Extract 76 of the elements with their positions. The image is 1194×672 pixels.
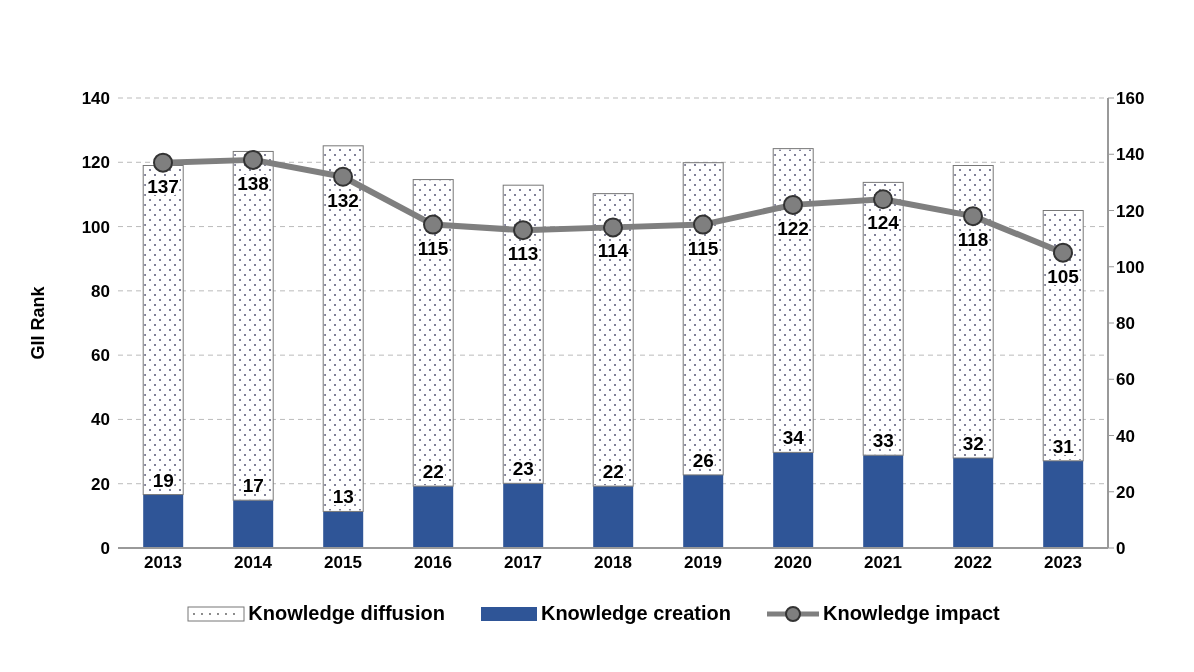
data-label: 137 (147, 175, 179, 197)
y2-tick-label: 20 (1116, 482, 1135, 502)
x-tick-label: 2021 (864, 553, 902, 573)
y-tick-label: 120 (81, 153, 110, 173)
point (1053, 242, 1073, 263)
data-label: 17 (242, 475, 264, 497)
bar (413, 486, 454, 548)
bar (683, 474, 724, 548)
bar (503, 483, 544, 548)
bar (1043, 460, 1084, 548)
data-label: 19 (152, 469, 174, 491)
data-label: 26 (692, 449, 714, 471)
data-label: 118 (957, 229, 989, 251)
data-label: 132 (327, 189, 359, 211)
x-tick-label: 2022 (954, 553, 992, 573)
y2-tick-label: 40 (1116, 426, 1135, 446)
data-label: 13 (332, 486, 354, 508)
x-tick-label: 2015 (324, 553, 362, 573)
point (783, 194, 803, 215)
y-tick-label: 0 (100, 539, 110, 559)
legend-label: Knowledge impact (822, 602, 1000, 625)
data-label: 33 (872, 430, 894, 452)
x-tick-label: 2019 (684, 553, 722, 573)
x-tick-label: 2014 (234, 553, 273, 573)
y-tick-label: 20 (91, 474, 110, 494)
y-tick-label: 40 (91, 410, 110, 430)
y2-tick-label: 100 (1116, 257, 1145, 277)
data-label: 138 (237, 172, 269, 194)
bar (143, 494, 184, 548)
x-tick-label: 2017 (504, 553, 542, 573)
legend-label: Knowledge diffusion (248, 602, 445, 625)
point (423, 214, 443, 235)
bar (233, 500, 274, 548)
x-tick-label: 2020 (774, 553, 812, 573)
data-label: 124 (867, 212, 900, 234)
data-label: 115 (417, 237, 449, 259)
data-label: 23 (512, 458, 534, 480)
data-label: 34 (782, 427, 805, 449)
y2-tick-label: 0 (1116, 539, 1126, 559)
point (333, 166, 353, 187)
bar (953, 458, 994, 548)
x-tick-label: 2016 (414, 553, 452, 573)
data-label: 115 (687, 237, 719, 259)
x-tick-label: 2023 (1044, 553, 1082, 573)
y2-tick-label: 80 (1116, 314, 1135, 334)
data-label: 32 (962, 433, 984, 454)
bar (773, 452, 814, 548)
bar (323, 511, 364, 548)
x-tick-label: 2013 (144, 553, 182, 573)
point (873, 189, 893, 210)
data-label: 122 (777, 217, 809, 239)
point (513, 220, 533, 241)
y-tick-label: 100 (81, 217, 110, 237)
data-label: 105 (1047, 265, 1080, 287)
y-tick-label: 80 (91, 281, 110, 301)
x-tick-label: 2018 (594, 553, 632, 573)
bar (863, 455, 904, 548)
bar (593, 486, 634, 548)
point (603, 217, 623, 238)
data-label: 113 (507, 243, 539, 265)
y-axis-title: GII Rank (28, 285, 49, 360)
data-label: 114 (597, 240, 629, 262)
point (153, 152, 173, 173)
y2-tick-label: 160 (1116, 89, 1145, 109)
y-tick-label: 60 (91, 346, 110, 366)
point (693, 214, 713, 235)
point (963, 206, 983, 227)
data-label: 31 (1052, 435, 1075, 457)
y2-tick-label: 140 (1116, 145, 1145, 165)
data-label: 22 (602, 461, 624, 483)
point (243, 149, 263, 170)
legend-label: Knowledge creation (540, 602, 731, 625)
y-tick-label: 140 (81, 89, 110, 109)
data-label: 22 (422, 461, 444, 483)
y2-tick-label: 120 (1116, 201, 1145, 221)
y2-tick-label: 60 (1116, 370, 1135, 390)
